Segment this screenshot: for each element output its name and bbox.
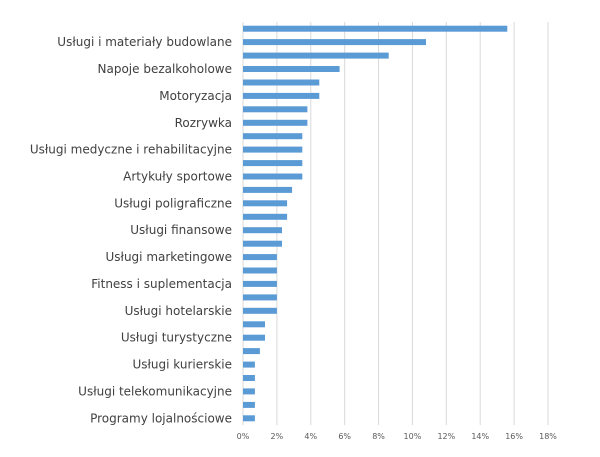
category-label: Usługi turystyczne: [121, 331, 232, 345]
bar: [243, 146, 303, 153]
bar: [243, 375, 255, 381]
bar: [243, 200, 288, 207]
bar: [243, 240, 282, 247]
category-label: Usługi marketingowe: [106, 250, 233, 264]
category-label: Usługi hotelarskie: [125, 304, 232, 318]
category-label: Rozrywka: [175, 116, 232, 130]
bar: [243, 307, 277, 314]
bar: [243, 227, 282, 234]
category-label: Fitness i suplementacja: [91, 277, 232, 291]
bar: [243, 186, 293, 193]
bar: [243, 321, 265, 328]
x-tick-label: 2%: [271, 432, 284, 441]
bar: [243, 133, 303, 140]
x-tick-label: 14%: [471, 432, 489, 441]
grid-lines: [242, 22, 549, 425]
bar: [243, 254, 277, 261]
category-label: Programy lojalnościowe: [90, 411, 232, 425]
bar: [243, 25, 508, 32]
bar: [243, 52, 389, 59]
category-label: Artykuły sportowe: [123, 170, 232, 184]
bar: [243, 267, 277, 274]
bar: [243, 106, 308, 113]
bar: [243, 119, 308, 126]
category-label: Usługi medyczne i rehabilitacyjne: [30, 143, 232, 157]
bar: [243, 79, 320, 86]
category-label: Usługi finansowe: [130, 223, 232, 237]
bars: [243, 25, 508, 422]
category-label: Usługi telekomunikacyjne: [78, 384, 232, 398]
x-tick-label: 6%: [338, 432, 351, 441]
x-axis-tick-labels: 0% 2% 4% 6% 8% 10% 12% 14% 16% 18%: [237, 432, 558, 441]
x-tick-label: 16%: [505, 432, 523, 441]
x-tick-label: 10%: [404, 432, 422, 441]
category-label: Usługi kurierskie: [132, 358, 232, 372]
bar: [243, 361, 255, 368]
category-label: Napoje bezalkoholowe: [98, 62, 233, 76]
bar: [243, 294, 277, 301]
category-label: Usługi i materiały budowlane: [57, 35, 232, 49]
category-label: Usługi poligraficzne: [114, 196, 232, 210]
bar: [243, 415, 255, 422]
bar: [243, 334, 265, 341]
x-tick-label: 0%: [237, 432, 250, 441]
x-tick-label: 18%: [539, 432, 557, 441]
bar: [243, 348, 260, 355]
category-labels: Usługi i materiały budowlane Napoje bezal…: [30, 35, 232, 425]
category-label: Motoryzacja: [159, 89, 232, 103]
bar: [243, 280, 277, 287]
bar: [243, 92, 320, 99]
bar: [243, 39, 426, 46]
bar: [243, 213, 288, 220]
x-tick-label: 4%: [304, 432, 317, 441]
bar: [243, 66, 340, 72]
bar: [243, 160, 303, 167]
x-tick-label: 12%: [437, 432, 455, 441]
x-tick-label: 8%: [372, 432, 385, 441]
bar: [243, 401, 255, 408]
bar: [243, 388, 255, 395]
bar: [243, 173, 303, 180]
